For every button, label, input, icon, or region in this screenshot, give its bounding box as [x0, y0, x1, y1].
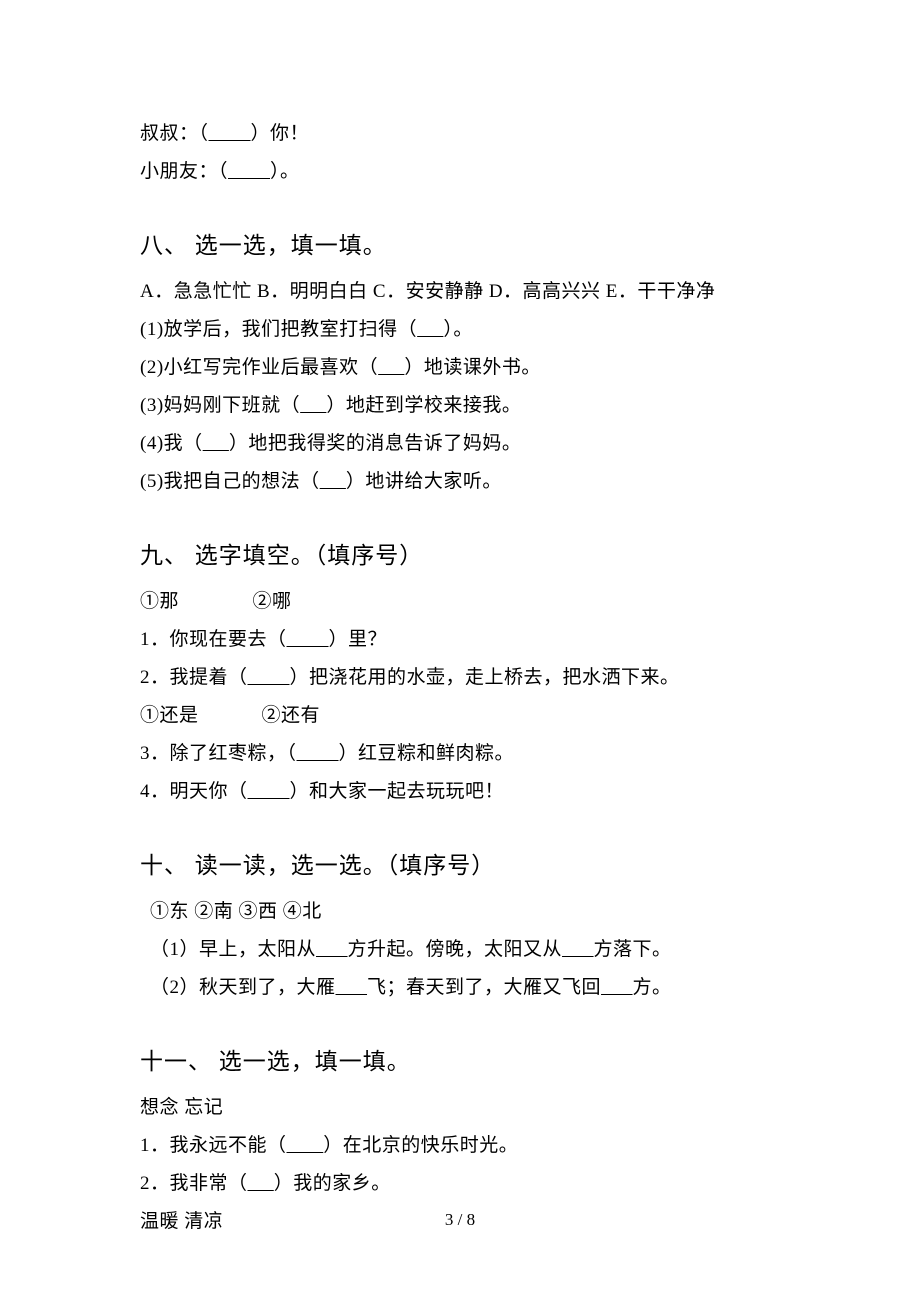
text-fragment: ）红豆粽和鲜肉粽。	[339, 743, 515, 764]
text-fragment: 方。	[633, 977, 672, 998]
text-fragment: ）和大家一起去玩玩吧！	[290, 781, 505, 802]
intro-line-2: 小朋友：（ ）。	[140, 153, 780, 191]
text-fragment: 方升起。傍晚，太阳又从	[348, 939, 563, 960]
fill-blank	[336, 977, 368, 998]
section-9-pair1: ①那 ②哪	[140, 583, 780, 621]
text-fragment: ②还有	[262, 705, 321, 726]
section-8-q4: (4)我（ ）地把我得奖的消息告诉了妈妈。	[140, 425, 780, 463]
section-9-q1: 1．你现在要去（ ）里？	[140, 621, 780, 659]
fill-blank	[228, 161, 270, 182]
section-11-q1: 1．我永远不能（ ）在北京的快乐时光。	[140, 1127, 780, 1165]
fill-blank	[300, 395, 326, 416]
text-fragment: (2)小红写完作业后最喜欢（	[140, 357, 378, 378]
fill-blank	[601, 977, 633, 998]
section-11-heading: 十一、 选一选，填一填。	[140, 1039, 780, 1085]
section-10-q2: （2）秋天到了，大雁 飞；春天到了，大雁又飞回 方。	[140, 969, 780, 1007]
fill-blank	[248, 667, 290, 688]
text-fragment: (4)我（	[140, 433, 203, 454]
section-8-q5: (5)我把自己的想法（ ）地讲给大家听。	[140, 463, 780, 501]
section-10-q1: （1）早上，太阳从 方升起。傍晚，太阳又从 方落下。	[140, 931, 780, 969]
text-fragment: (1)放学后，我们把教室打扫得（	[140, 319, 417, 340]
intro-block: 叔叔：（ ）你！ 小朋友：（ ）。	[140, 115, 780, 191]
section-9-q2: 2．我提着（ ）把浇花用的水壶，走上桥去，把水洒下来。	[140, 659, 780, 697]
text-fragment: ）。	[443, 319, 473, 340]
text-fragment: (5)我把自己的想法（	[140, 471, 320, 492]
text-fragment: ）地把我得奖的消息告诉了妈妈。	[229, 433, 522, 454]
text-fragment: （2）秋天到了，大雁	[150, 977, 336, 998]
intro-line-1: 叔叔：（ ）你！	[140, 115, 780, 153]
text-fragment: ）地赶到学校来接我。	[326, 395, 521, 416]
section-8-q3: (3)妈妈刚下班就（ ）地赶到学校来接我。	[140, 387, 780, 425]
text-fragment: 2．我非常（	[140, 1173, 248, 1194]
fill-blank	[203, 433, 229, 454]
text-fragment: ①还是	[140, 705, 199, 726]
fill-blank	[378, 357, 404, 378]
spacer	[179, 583, 253, 621]
fill-blank	[320, 471, 346, 492]
page-content: 叔叔：（ ）你！ 小朋友：（ ）。 八、 选一选，填一填。 A．急急忙忙 B．明…	[0, 0, 920, 1301]
fill-blank	[417, 319, 443, 340]
text-fragment: ）里？	[329, 629, 388, 650]
text-fragment: ）我的家乡。	[274, 1173, 391, 1194]
page-footer: 3 / 8	[0, 1210, 920, 1230]
text-fragment: 飞；春天到了，大雁又飞回	[367, 977, 601, 998]
fill-blank	[248, 781, 290, 802]
fill-blank	[209, 123, 251, 144]
section-8-options: A．急急忙忙 B．明明白白 C．安安静静 D．高高兴兴 E．干干净净	[140, 273, 780, 311]
text-fragment: 2．我提着（	[140, 667, 248, 688]
section-9-q3: 3．除了红枣粽，（ ）红豆粽和鲜肉粽。	[140, 735, 780, 773]
fill-blank	[316, 939, 348, 960]
text-fragment: ）你！	[251, 123, 310, 144]
text-fragment: 方落下。	[594, 939, 672, 960]
spacer	[199, 697, 262, 735]
fill-blank	[297, 743, 339, 764]
text-fragment: ②哪	[253, 591, 292, 612]
text-fragment: 小朋友：（	[140, 161, 228, 182]
text-fragment: 3．除了红枣粽，（	[140, 743, 297, 764]
text-fragment: 叔叔：（	[140, 123, 209, 144]
text-fragment: 1．你现在要去（	[140, 629, 287, 650]
text-fragment: 1．我永远不能（	[140, 1135, 287, 1156]
text-fragment: ）在北京的快乐时光。	[323, 1135, 518, 1156]
text-fragment: ）把浇花用的水壶，走上桥去，把水洒下来。	[290, 667, 680, 688]
section-10-heading: 十、 读一读，选一选。（填序号）	[140, 843, 780, 889]
section-9-heading: 九、 选字填空。（填序号）	[140, 533, 780, 579]
section-11-q2: 2．我非常（ ）我的家乡。	[140, 1165, 780, 1203]
text-fragment: (3)妈妈刚下班就（	[140, 395, 300, 416]
section-10-options: ①东 ②南 ③西 ④北	[140, 893, 780, 931]
section-11-pair1: 想念 忘记	[140, 1089, 780, 1127]
section-8-q1: (1)放学后，我们把教室打扫得（ ）。	[140, 311, 780, 349]
text-fragment: ）。	[270, 161, 300, 182]
section-8-q2: (2)小红写完作业后最喜欢（ ）地读课外书。	[140, 349, 780, 387]
section-9-q4: 4．明天你（ ）和大家一起去玩玩吧！	[140, 773, 780, 811]
text-fragment: 4．明天你（	[140, 781, 248, 802]
fill-blank	[287, 1135, 324, 1156]
section-8-heading: 八、 选一选，填一填。	[140, 223, 780, 269]
text-fragment: （1）早上，太阳从	[150, 939, 316, 960]
text-fragment: ）地读课外书。	[404, 357, 541, 378]
fill-blank	[562, 939, 594, 960]
section-9-pair2: ①还是 ②还有	[140, 697, 780, 735]
text-fragment: ①那	[140, 591, 179, 612]
fill-blank	[248, 1173, 274, 1194]
text-fragment: ）地讲给大家听。	[346, 471, 502, 492]
fill-blank	[287, 629, 329, 650]
